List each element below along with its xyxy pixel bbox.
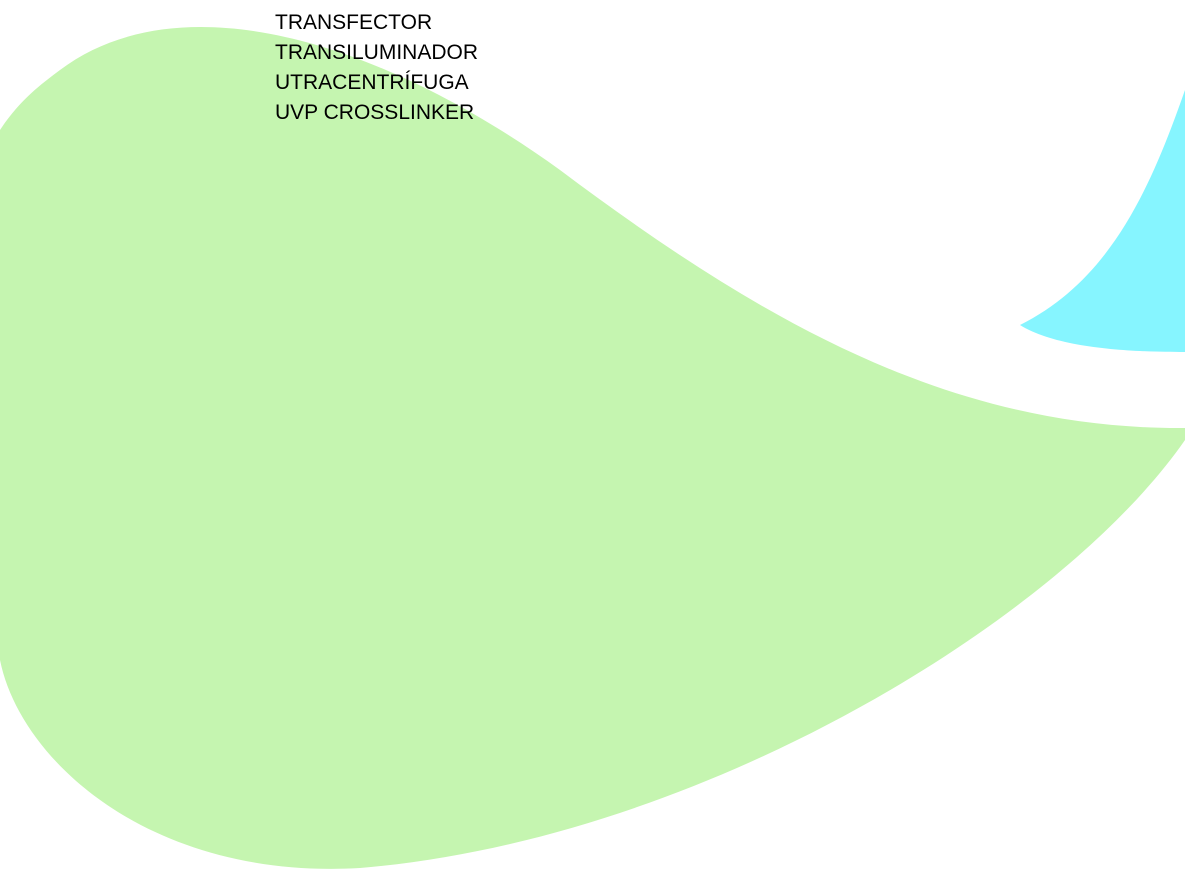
cyan-shape [1020,90,1185,352]
item-list: TRANSFECTOR TRANSILUMINADOR UTRACENTRÍFU… [275,8,478,128]
background-shapes [0,0,1185,872]
page: TRANSFECTOR TRANSILUMINADOR UTRACENTRÍFU… [0,0,1185,872]
list-item: TRANSILUMINADOR [275,38,478,68]
list-item: UVP CROSSLINKER [275,98,478,128]
list-item: UTRACENTRÍFUGA [275,68,478,98]
list-item: TRANSFECTOR [275,8,478,38]
green-shape [0,27,1185,869]
